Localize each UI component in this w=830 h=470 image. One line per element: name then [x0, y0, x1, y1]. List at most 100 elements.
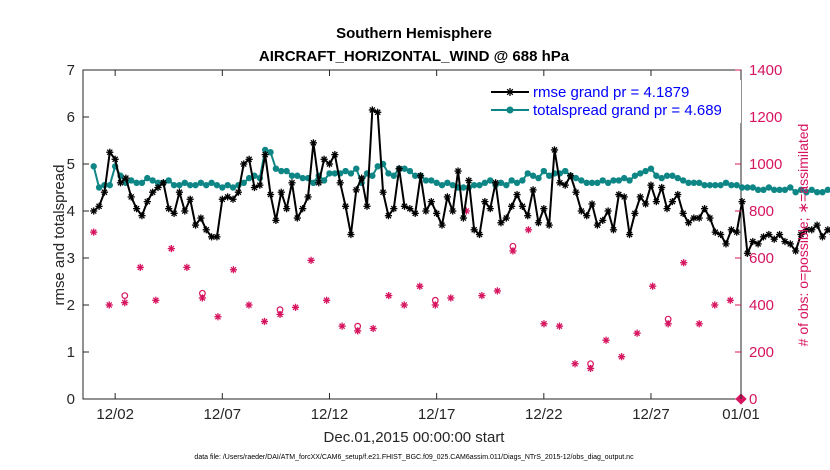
rmse-point: [786, 240, 794, 248]
spread-point: [685, 179, 692, 186]
rmse-point: [583, 212, 591, 220]
rmse-point: [792, 247, 800, 255]
rmse-point: [647, 181, 655, 189]
spread-point: [144, 174, 151, 182]
spread-point: [294, 172, 301, 179]
rmse-point: [358, 174, 366, 182]
rmse-series-layer: [90, 106, 830, 258]
rmse-line: [93, 108, 830, 258]
spread-point: [390, 172, 397, 179]
spread-point: [170, 181, 178, 189]
left-tick-label: 1: [67, 344, 75, 361]
obs-assimilated-point: [571, 360, 579, 368]
spread-point: [674, 174, 681, 182]
rmse-point: [808, 226, 816, 234]
rmse-point: [577, 207, 585, 215]
rmse-point: [561, 181, 569, 189]
obs-assimilated-point: [136, 263, 144, 271]
rmse-point: [132, 205, 141, 213]
spread-point: [149, 177, 156, 184]
x-tick-label: 12/02: [96, 406, 134, 423]
rmse-point: [604, 207, 612, 215]
obs-assimilated-point: [680, 259, 688, 267]
spread-point: [288, 172, 296, 179]
rmse-point: [433, 209, 441, 217]
spread-point: [369, 172, 376, 179]
spread-point: [154, 179, 162, 186]
obs-possible-point: [354, 322, 362, 330]
spread-point: [760, 186, 767, 194]
spread-point: [213, 181, 221, 189]
obs-assimilated-point: [478, 292, 486, 300]
rmse-point: [154, 183, 162, 192]
spread-point: [374, 163, 381, 170]
spread-point: [433, 179, 440, 186]
spread-point: [765, 184, 773, 191]
spread-point: [347, 170, 355, 177]
rmse-point: [90, 207, 98, 215]
spread-point: [604, 179, 612, 186]
rmse-point: [679, 209, 687, 217]
rmse-point: [588, 200, 596, 208]
obs-assimilated-point: [493, 287, 501, 295]
rmse-point: [347, 230, 355, 239]
left-tick-label: 5: [67, 156, 75, 173]
spread-point: [181, 179, 189, 186]
obs-assimilated-point: [152, 296, 160, 304]
rmse-point: [609, 226, 618, 234]
y-axis-label: rmse and totalspread: [51, 165, 68, 306]
spread-point: [626, 177, 633, 184]
rmse-point: [170, 209, 178, 217]
rmse-point: [454, 167, 462, 175]
spread-point: [406, 167, 414, 175]
rmse-point: [336, 179, 344, 187]
rmse-point: [727, 226, 735, 234]
rmse-point: [191, 221, 200, 229]
rmse-point: [395, 165, 403, 173]
rmse-point: [711, 228, 719, 236]
x-axis-ticks: 12/02 12/07 12/12 12/17 12/22 12/27 01/01: [96, 70, 760, 423]
rmse-point: [502, 214, 510, 222]
rmse-point: [652, 198, 660, 206]
rmse-point: [781, 237, 789, 246]
rmse-point: [770, 235, 778, 243]
rmse-point: [309, 139, 318, 147]
spread-point: [428, 177, 435, 184]
rmse-point: [272, 216, 280, 224]
obs-possible-point: [587, 360, 594, 368]
obs-assimilated-point: [229, 266, 238, 274]
spread-point: [138, 179, 146, 186]
spread-point: [165, 177, 172, 184]
obs-assimilated-point: [400, 301, 408, 309]
spread-point: [186, 181, 194, 189]
rmse-point: [100, 188, 109, 196]
rmse-point: [229, 195, 237, 203]
spread-point: [771, 186, 778, 194]
spread-point: [444, 179, 451, 186]
obs-assimilated-point: [385, 292, 393, 300]
spread-point: [728, 181, 735, 189]
spread-point: [106, 181, 113, 189]
obs-assimilated-point: [90, 228, 98, 236]
obs-count-layer: [90, 207, 747, 405]
rmse-point: [406, 205, 414, 213]
obs-assimilated-point: [338, 322, 346, 330]
rmse-point: [749, 237, 757, 246]
spread-point: [701, 181, 708, 189]
rmse-point: [250, 183, 259, 192]
rmse-point: [797, 230, 805, 239]
spread-point: [776, 186, 783, 194]
chart-title: Southern Hemisphere: [336, 25, 492, 42]
rmse-point: [277, 188, 285, 196]
spread-point: [813, 189, 821, 196]
rmse-point: [325, 160, 334, 168]
spread-point: [653, 172, 660, 179]
spread-point: [487, 177, 494, 184]
rmse-point: [700, 205, 709, 213]
left-tick-label: 6: [67, 109, 75, 126]
rmse-point: [106, 148, 114, 156]
spread-point: [245, 174, 253, 182]
x-axis-label: Dec.01,2015 00:00:00 start: [324, 429, 506, 446]
rmse-point: [818, 233, 827, 241]
spread-point: [401, 165, 408, 172]
